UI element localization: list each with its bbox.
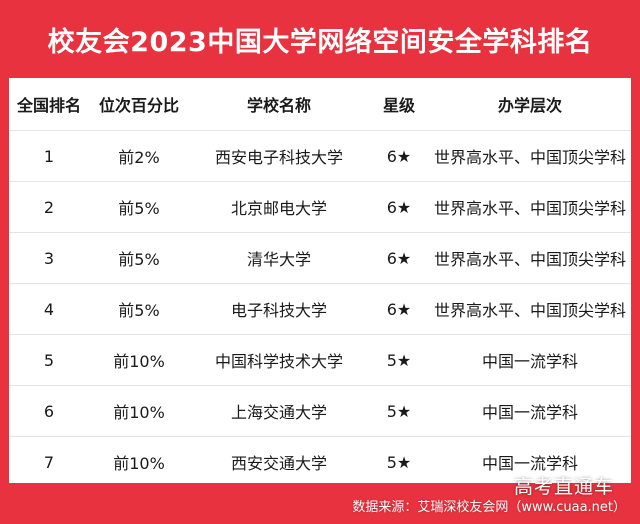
cell-percentile: 前5%: [89, 232, 189, 284]
cell-star-level: 5★: [369, 334, 429, 386]
cell-percentile: 前10%: [89, 385, 189, 437]
table-row: 2 前5% 北京邮电大学 6★ 世界高水平、中国顶尖学科: [9, 181, 631, 233]
cell-school-name: 电子科技大学: [189, 283, 369, 335]
cell-percentile: 前5%: [89, 181, 189, 233]
header-school-name: 学校名称: [189, 78, 369, 131]
cell-percentile: 前5%: [89, 283, 189, 335]
cell-school-name: 西安交通大学: [230, 454, 327, 473]
cell-school-name: 西安电子科技大学: [189, 130, 369, 182]
cell-rank: 1: [9, 130, 89, 182]
cell-rank: 4: [9, 283, 89, 335]
table-row: 7 前10% 西安交通大学 5★ 中国一流学科: [9, 437, 631, 488]
header-percentile: 位次百分比: [89, 78, 189, 131]
table-row: 1 前2% 西安电子科技大学 6★ 世界高水平、中国顶尖学科: [9, 130, 631, 182]
data-source: 数据来源：艾瑞深校友会网（www.cuaa.net）: [352, 500, 626, 515]
table-row: 6 前10% 上海交通大学 5★ 中国一流学科: [9, 385, 631, 437]
cell-rank: 3: [9, 232, 89, 284]
cell-school-level: 世界高水平、中国顶尖学科: [429, 283, 631, 335]
cell-percentile: 前10%: [113, 454, 165, 473]
cell-star-level: 5★: [369, 385, 429, 437]
cell-star-level: 6★: [369, 232, 429, 284]
cell-percentile: 前10%: [89, 334, 189, 386]
cell-school-level: 世界高水平、中国顶尖学科: [429, 130, 631, 182]
cell-star-level: 6★: [369, 130, 429, 182]
cell-rank: 7: [43, 452, 55, 472]
cell-school-level: 世界高水平、中国顶尖学科: [429, 181, 631, 233]
cell-school-name: 上海交通大学: [189, 385, 369, 437]
header-national-rank: 全国排名: [9, 78, 89, 131]
header-star-level: 星级: [369, 78, 429, 131]
cell-school-level: 世界高水平、中国顶尖学科: [429, 232, 631, 284]
cell-school-name: 清华大学: [189, 232, 369, 284]
watermark: 高考直通车: [513, 476, 614, 498]
table-row: 3 前5% 清华大学 6★ 世界高水平、中国顶尖学科: [9, 232, 631, 284]
cell-star-level: 6★: [369, 181, 429, 233]
cell-school-level: 中国一流学科: [429, 385, 631, 437]
ranking-table-card: 全国排名 位次百分比 学校名称 星级 办学层次 1 前2% 西安电子科技大学 6…: [9, 78, 631, 483]
page-title: 校友会2023中国大学网络空间安全学科排名: [47, 26, 593, 58]
cell-school-level: 中国一流学科: [429, 334, 631, 386]
table-row: 5 前10% 中国科学技术大学 5★ 中国一流学科: [9, 334, 631, 386]
cell-rank: 6: [9, 385, 89, 437]
cell-rank: 5: [9, 334, 89, 386]
cell-star-level: 5★: [386, 452, 412, 472]
cell-school-name: 北京邮电大学: [189, 181, 369, 233]
cell-star-level: 6★: [369, 283, 429, 335]
cell-percentile: 前2%: [89, 130, 189, 182]
cell-school-name: 中国科学技术大学: [189, 334, 369, 386]
cell-rank: 2: [9, 181, 89, 233]
table-header-row: 全国排名 位次百分比 学校名称 星级 办学层次: [9, 78, 631, 131]
header-school-level: 办学层次: [429, 78, 631, 131]
cell-school-level: 中国一流学科: [481, 454, 578, 473]
table-row: 4 前5% 电子科技大学 6★ 世界高水平、中国顶尖学科: [9, 283, 631, 335]
ranking-table: 全国排名 位次百分比 学校名称 星级 办学层次 1 前2% 西安电子科技大学 6…: [9, 78, 631, 487]
